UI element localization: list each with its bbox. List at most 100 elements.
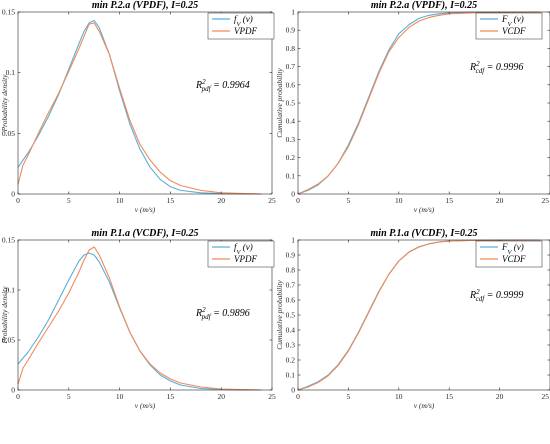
- annot-sub: pdf: [201, 85, 212, 93]
- legend-label-tail: (v): [241, 14, 253, 24]
- y-axis-label: Cumulative probability: [275, 68, 284, 138]
- y-tick-label: 0.5: [286, 99, 296, 108]
- legend-box: [475, 240, 543, 268]
- series-line-fitted: [17, 19, 262, 195]
- y-tick-label: 0.8: [286, 266, 296, 275]
- r-squared-annotation: R2 cdf = 0.9996: [469, 60, 523, 75]
- x-tick-label: 20: [217, 196, 225, 205]
- annot-sup: 2: [202, 78, 206, 86]
- legend-label-main: VCDF: [502, 26, 526, 36]
- x-axis-label: v (m/s): [414, 205, 435, 214]
- legend-label: VCDF: [502, 254, 526, 264]
- annot-sub: cdf: [476, 295, 486, 303]
- y-tick-label: 0.6: [286, 80, 296, 89]
- r-squared-annotation: R2 pdf = 0.9896: [195, 306, 250, 321]
- x-tick-label: 10: [116, 196, 124, 205]
- y-tick-label: 0.05: [2, 336, 15, 345]
- legend-label-main: VPDF: [234, 26, 257, 36]
- y-tick-label: 0.7: [286, 62, 296, 71]
- y-tick-label: 0.8: [286, 44, 296, 53]
- legend-label: VCDF: [502, 26, 526, 36]
- x-tick-label: 0: [296, 392, 300, 401]
- legend-label: FV (v): [501, 14, 524, 28]
- chart-title: min P.1.a (VCDF), I=0.25: [92, 228, 199, 239]
- x-tick-label: 10: [395, 196, 403, 205]
- x-tick-label: 15: [167, 392, 175, 401]
- legend-label-main: VPDF: [234, 254, 257, 264]
- x-tick-label: 20: [217, 392, 225, 401]
- y-tick-label: 0.3: [286, 341, 296, 350]
- legend-label-tail: (v): [241, 242, 253, 252]
- x-tick-label: 25: [542, 196, 550, 205]
- annot-base: R: [469, 62, 476, 73]
- x-tick-label: 0: [296, 196, 300, 205]
- legend: FV (v)VCDF: [475, 240, 543, 268]
- plot-frame: [17, 11, 273, 195]
- y-tick-label: 0.15: [2, 236, 15, 245]
- r-squared-annotation: R2 pdf = 0.9964: [195, 78, 250, 93]
- legend-label-main: f: [234, 242, 238, 252]
- x-tick-label: 25: [542, 392, 550, 401]
- legend-box: [207, 240, 275, 268]
- chart-1: min P.2.a (VPDF), I=0.25 0 5 10 15 20 25 0 0.05 0…: [0, 0, 276, 214]
- legend-box: [475, 12, 543, 40]
- annot-sub: cdf: [476, 67, 486, 75]
- x-tick-label: 5: [67, 196, 71, 205]
- x-axis-label: v (m/s): [135, 401, 156, 410]
- y-axis-label: Probability density: [0, 74, 9, 133]
- x-tick-label: 10: [116, 392, 124, 401]
- annot-value: = 0.9996: [484, 62, 523, 73]
- annot-sub: pdf: [201, 313, 212, 321]
- legend-label-tail: (v): [511, 242, 523, 252]
- series-line-empirical: [297, 11, 540, 195]
- y-axis-label: Probability density: [0, 286, 9, 345]
- chart-3: min P.1.a (VCDF), I=0.25 0 5 10 15 20 25 0 0.05 0…: [0, 228, 276, 410]
- x-tick-label: 15: [445, 196, 453, 205]
- x-tick-label: 15: [445, 392, 453, 401]
- y-tick-label: 0.7: [286, 281, 296, 290]
- x-tick-label: 25: [268, 392, 276, 401]
- chart-title: min P.2.a (VPDF), I=0.25: [92, 0, 198, 11]
- chart-4: min P.1.a (VCDF), I=0.25 0 5 10 15 20 25 0 0.1 0.…: [275, 228, 550, 410]
- x-tick-label: 25: [268, 196, 276, 205]
- series-line-fitted: [17, 252, 262, 391]
- legend-label-main: F: [501, 242, 508, 252]
- y-tick-label: 0: [11, 190, 15, 199]
- y-tick-label: 0.2: [286, 356, 296, 365]
- x-tick-label: 5: [67, 392, 71, 401]
- annot-base: R: [195, 308, 202, 319]
- legend-label-main: VCDF: [502, 254, 526, 264]
- y-tick-label: 0.1: [6, 68, 16, 77]
- legend: fV (v)VPDF: [207, 12, 275, 40]
- legend-label: fV (v): [234, 242, 253, 256]
- y-tick-label: 0.1: [286, 371, 296, 380]
- y-tick-label: 0: [291, 190, 295, 199]
- x-tick-label: 10: [395, 392, 403, 401]
- legend-label-main: F: [501, 14, 508, 24]
- legend-box: [207, 12, 275, 40]
- legend: FV (v)VCDF: [475, 12, 543, 40]
- x-tick-label: 20: [496, 392, 504, 401]
- x-tick-label: 5: [347, 392, 351, 401]
- legend-label: VPDF: [234, 26, 257, 36]
- y-tick-label: 1: [291, 236, 295, 245]
- y-tick-label: 0.15: [2, 8, 15, 17]
- y-tick-label: 1: [291, 8, 295, 17]
- series-line-empirical: [17, 22, 262, 195]
- legend-label-sub: V: [508, 21, 513, 28]
- legend-label-sub: V: [237, 249, 242, 256]
- x-tick-label: 15: [167, 196, 175, 205]
- y-tick-label: 0.4: [286, 326, 296, 335]
- y-tick-label: 0.1: [6, 286, 16, 295]
- chart-title: min P.1.a (VCDF), I=0.25: [371, 228, 478, 239]
- annot-sup: 2: [476, 60, 480, 68]
- y-tick-label: 0.9: [286, 26, 296, 35]
- r-squared-annotation: R2 cdf = 0.9999: [469, 288, 523, 303]
- annot-base: R: [469, 290, 476, 301]
- annot-value: = 0.9964: [211, 80, 250, 91]
- y-tick-label: 0.5: [286, 311, 296, 320]
- y-tick-label: 0.4: [286, 117, 296, 126]
- legend-label-main: f: [234, 14, 238, 24]
- chart-2: min P.2.a (VPDF), I=0.25 0 5 10 15 20 25 0 0.1 0.…: [275, 0, 550, 214]
- x-tick-label: 0: [16, 392, 20, 401]
